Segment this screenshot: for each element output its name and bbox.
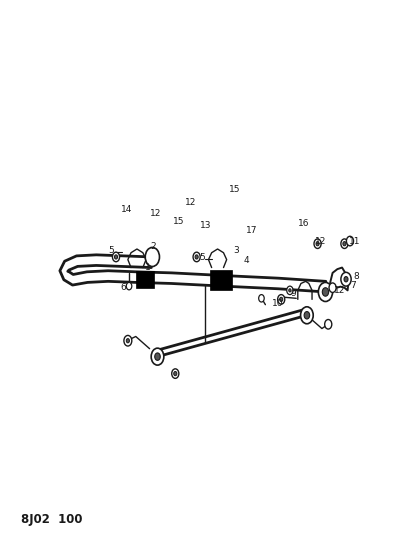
Text: 12: 12 bbox=[185, 198, 197, 207]
Text: 17: 17 bbox=[246, 226, 258, 235]
Text: 5: 5 bbox=[108, 246, 114, 255]
Circle shape bbox=[344, 277, 348, 282]
Circle shape bbox=[114, 255, 117, 259]
Text: 13: 13 bbox=[200, 221, 212, 230]
Text: 5: 5 bbox=[199, 253, 205, 262]
Circle shape bbox=[174, 372, 177, 376]
Text: 12: 12 bbox=[334, 286, 345, 295]
Text: 12: 12 bbox=[315, 237, 326, 246]
Circle shape bbox=[280, 297, 283, 302]
Text: 15: 15 bbox=[229, 185, 240, 194]
Circle shape bbox=[278, 295, 285, 304]
Circle shape bbox=[318, 282, 333, 302]
Circle shape bbox=[322, 288, 329, 296]
Text: 10: 10 bbox=[272, 299, 284, 308]
Text: 14: 14 bbox=[121, 205, 133, 214]
Circle shape bbox=[259, 295, 264, 302]
Text: 15: 15 bbox=[173, 217, 184, 226]
Text: 9: 9 bbox=[290, 288, 296, 297]
Circle shape bbox=[346, 236, 353, 246]
Text: 12: 12 bbox=[150, 209, 161, 218]
Bar bbox=[136, 271, 154, 288]
Circle shape bbox=[304, 312, 310, 319]
Text: 16: 16 bbox=[298, 219, 310, 228]
Bar bbox=[210, 270, 232, 290]
Circle shape bbox=[195, 255, 198, 259]
Circle shape bbox=[172, 369, 179, 378]
Circle shape bbox=[126, 282, 132, 290]
Circle shape bbox=[343, 241, 346, 246]
Circle shape bbox=[155, 353, 160, 360]
Circle shape bbox=[287, 286, 293, 295]
Text: 3: 3 bbox=[234, 246, 240, 255]
Text: 8J02  100: 8J02 100 bbox=[21, 513, 83, 526]
Text: 8: 8 bbox=[353, 271, 359, 280]
Circle shape bbox=[289, 289, 291, 292]
Text: 7: 7 bbox=[350, 280, 356, 289]
Circle shape bbox=[341, 272, 351, 286]
Text: 4: 4 bbox=[244, 256, 249, 265]
Circle shape bbox=[145, 247, 160, 266]
Text: 6: 6 bbox=[120, 283, 126, 292]
Circle shape bbox=[113, 252, 119, 262]
Circle shape bbox=[126, 338, 129, 343]
Circle shape bbox=[341, 239, 348, 248]
Circle shape bbox=[316, 241, 319, 246]
Circle shape bbox=[325, 319, 332, 329]
Circle shape bbox=[329, 283, 336, 293]
Circle shape bbox=[124, 335, 132, 346]
Circle shape bbox=[151, 348, 164, 365]
Circle shape bbox=[193, 252, 200, 262]
Text: 1: 1 bbox=[145, 263, 150, 272]
Text: 11: 11 bbox=[349, 237, 361, 246]
Circle shape bbox=[314, 239, 321, 248]
Circle shape bbox=[300, 307, 313, 324]
Text: 2: 2 bbox=[150, 243, 156, 252]
